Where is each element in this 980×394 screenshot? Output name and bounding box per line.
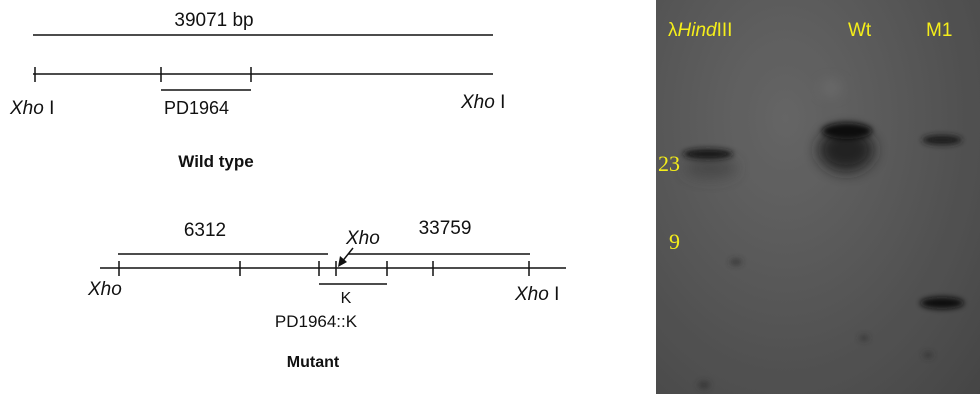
wt-lane-band xyxy=(822,123,872,139)
wild-type-insert-label: PD1964 xyxy=(164,98,229,118)
marker-lane-label: λHindIII xyxy=(668,20,733,41)
marker-lane-band xyxy=(683,149,733,159)
wild-type-caption: Wild type xyxy=(178,152,253,171)
mutant-right-fragment-label: 33759 xyxy=(419,218,472,239)
mutant-xho-right-label: Xho I xyxy=(514,284,559,305)
size-marker-9kb: 9 xyxy=(669,229,680,254)
restriction-map-diagram: 39071 bp Xho I Xho I PD1964 Wild type 63… xyxy=(9,10,566,371)
mutant-new-site-arrowhead xyxy=(338,256,347,267)
size-marker-23kb: 23 xyxy=(658,151,680,176)
wt-lane-smear xyxy=(818,128,874,172)
wt-lane-label: Wt xyxy=(848,20,872,41)
wild-type-xho-left-label: Xho I xyxy=(9,98,54,119)
m1-lane-upper-band xyxy=(922,135,962,145)
wild-type-map: 39071 bp Xho I Xho I PD1964 Wild type xyxy=(9,10,505,171)
m1-lane-label: M1 xyxy=(926,20,953,41)
marker-lane-smear xyxy=(685,158,737,178)
m1-lane-lower-band xyxy=(920,297,964,309)
mutant-caption: Mutant xyxy=(287,354,340,371)
wild-type-xho-right-label: Xho I xyxy=(460,92,505,113)
mutant-left-fragment-label: 6312 xyxy=(184,220,226,241)
mutant-insert-label: PD1964::K xyxy=(275,312,358,331)
mutant-cassette-label: K xyxy=(341,290,352,307)
blot-bands xyxy=(656,0,980,394)
mutant-map: 6312 33759 Xho Xho Xho I K PD1964::K Mut… xyxy=(87,218,566,371)
mutant-new-xho-label: Xho xyxy=(345,228,380,249)
southern-blot-image: λHindIII Wt M1 23 9 xyxy=(656,0,980,394)
wild-type-length-label: 39071 bp xyxy=(174,10,253,31)
mutant-xho-left-label: Xho xyxy=(87,279,122,300)
